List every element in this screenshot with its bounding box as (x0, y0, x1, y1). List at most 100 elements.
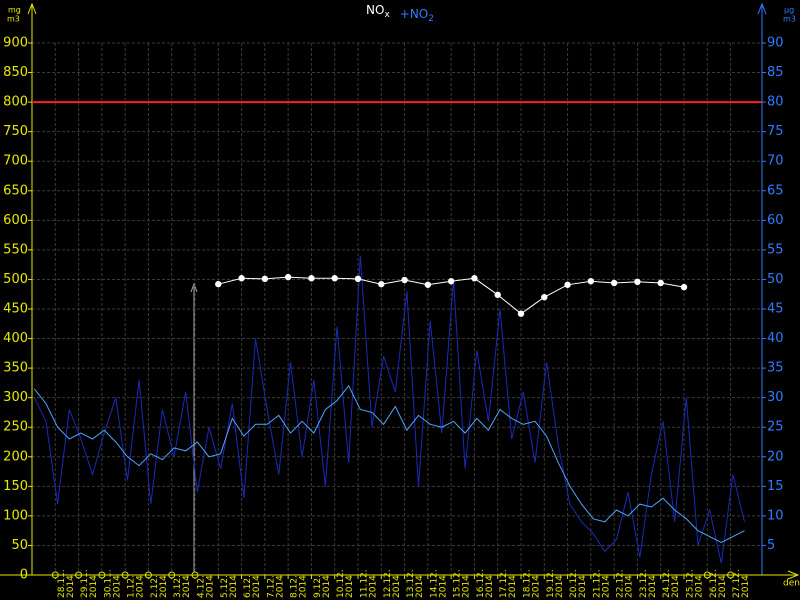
x-tick-label: 26.12. (709, 569, 719, 598)
x-tick-label: 8.12. (290, 575, 300, 598)
y-tick-label: 700 (3, 154, 28, 169)
x-tick-label: 17.12. (499, 569, 509, 598)
x-tick-year: 2014 (136, 575, 146, 598)
y-tick-label: 200 (3, 449, 28, 464)
point (541, 293, 548, 301)
x-tick-year: 2014 (275, 575, 285, 598)
x-tick-label: 19.12. (546, 569, 556, 598)
x-tick-label: 1.12. (127, 575, 137, 598)
point (587, 278, 595, 285)
x-tick-label: 25.12. (685, 569, 695, 598)
x-tick-label-group: 8.12. 2014 (290, 575, 309, 598)
x-tick-label-group: 3.12. 2014 (173, 575, 192, 598)
x-tick-year: 2014 (438, 575, 448, 598)
x-tick-year: 2014 (648, 575, 658, 598)
series-line (33, 384, 745, 544)
x-tick-year: 2014 (555, 575, 565, 598)
y2-tick-label: 70 (767, 154, 784, 169)
y-tick-label: 600 (3, 213, 28, 228)
y2-unit: m3 (783, 15, 796, 24)
x-tick-label-group: 10.12. 2014 (336, 569, 355, 598)
y2-tick-label: 50 (767, 272, 784, 287)
y-tick-label: 750 (3, 124, 28, 139)
x-tick-year: 2014 (229, 575, 239, 598)
x-tick-label: 9.12. (313, 575, 323, 598)
x-tick-label: 13.12. (406, 569, 416, 598)
x-tick-label: 30.11. (103, 569, 113, 598)
point (238, 275, 245, 282)
x-tick-label-group: 18.12. 2014 (522, 569, 541, 598)
x-tick-year: 2014 (578, 575, 588, 598)
x-tick-year: 2014 (508, 575, 518, 598)
y2-tick-label: 90 (767, 36, 784, 51)
legend-entry: +NO (400, 7, 428, 21)
y2-tick-label: 35 (767, 361, 784, 376)
y-tick-label: 300 (3, 390, 28, 405)
marker-arrow-head (190, 282, 198, 293)
x-tick-year: 2014 (299, 575, 309, 598)
point (331, 275, 338, 282)
x-tick-label: 2.12. (150, 575, 160, 598)
x-tick-label-group: 11.12. 2014 (359, 569, 378, 598)
y-tick-label: 850 (3, 65, 28, 80)
x-tick-label-group: 24.12. 2014 (662, 569, 681, 598)
x-tick-label-group: 21.12. 2014 (592, 569, 611, 598)
x-tick-year: 2014 (694, 575, 704, 598)
x-tick-year: 2014 (252, 575, 262, 598)
x-tick-label-group: 7.12. 2014 (266, 575, 285, 598)
y-tick-label: 350 (3, 361, 28, 376)
x-tick-year: 2014 (415, 575, 425, 598)
point (447, 278, 455, 285)
point (564, 281, 571, 288)
point (657, 279, 664, 287)
x-tick-label-group: 27.12. 2014 (732, 569, 751, 598)
y-tick-label: 650 (3, 183, 28, 198)
x-tick-year: 2014 (89, 575, 99, 598)
y-unit: mg (8, 6, 21, 15)
x-tick-label: 20.12. (569, 569, 579, 598)
y-tick-label: 250 (3, 420, 28, 435)
x-tick-label-group: 16.12. 2014 (476, 569, 495, 598)
series-line (33, 255, 745, 564)
point (354, 275, 362, 283)
x-tick-label-group: 30.11. 2014 (103, 569, 122, 598)
y-tick-label: 400 (3, 331, 28, 346)
x-tick-year: 2014 (531, 575, 541, 598)
x-tick-year: 2014 (671, 575, 681, 598)
x-tick-label: 6.12. (243, 575, 253, 598)
x-tick-label-group: 14.12. 2014 (429, 569, 448, 598)
point (634, 278, 641, 286)
x-tick-label: 24.12. (662, 569, 672, 598)
x-tick-year: 2014 (741, 575, 751, 598)
x-tick-label: 16.12. (476, 569, 486, 598)
x-tick-label-group: 6.12. 2014 (243, 575, 262, 598)
x-tick-label-group: 2.12. 2014 (150, 575, 169, 598)
x-tick-label-group: 15.12. 2014 (453, 569, 472, 598)
y2-tick-label: 10 (767, 508, 784, 523)
legend-sub: 2 (428, 14, 434, 24)
point (308, 275, 315, 282)
x-tick-label: 28.11. (57, 569, 67, 598)
x-tick-label: 18.12. (522, 569, 532, 598)
x-tick-year: 2014 (392, 575, 402, 598)
y2-unit: µg (784, 6, 794, 15)
x-tick-label-group: 4.12. 2014 (196, 575, 215, 598)
y-axis-arrow (27, 2, 37, 15)
x-tick-year: 2014 (182, 575, 192, 598)
x-tick-year: 2014 (718, 575, 728, 598)
x-tick-label: 27.12. (732, 569, 742, 598)
y2-tick-label: 75 (767, 124, 784, 139)
y-tick-label: 450 (3, 302, 28, 317)
x-tick-label: 22.12. (616, 569, 626, 598)
x-tick-label: 5.12. (220, 575, 230, 598)
x-tick-year: 2014 (462, 575, 472, 598)
y2-tick-label: 85 (767, 65, 784, 80)
point (610, 279, 618, 287)
x-tick-label: 10.12. (336, 569, 346, 598)
x-tick-label: 4.12. (196, 575, 206, 598)
point (401, 276, 408, 284)
legend-entry: NO (366, 3, 384, 17)
x-axis-arrow (787, 570, 800, 580)
